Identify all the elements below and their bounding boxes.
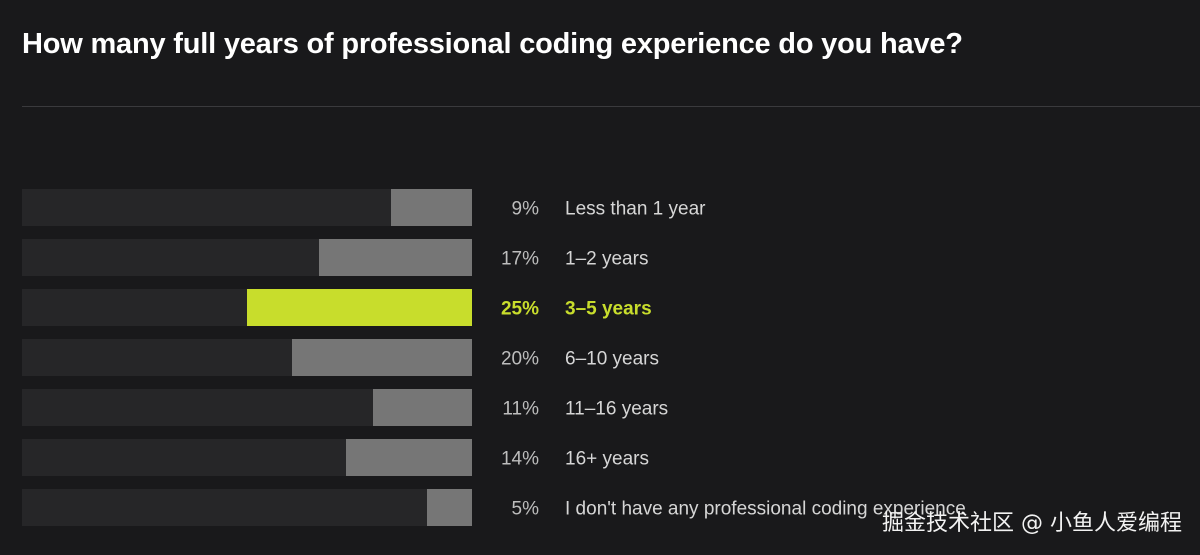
bar-track bbox=[22, 489, 472, 526]
bar bbox=[247, 289, 472, 326]
value-label: 14% bbox=[501, 449, 539, 470]
category-label: 6–10 years bbox=[565, 349, 659, 370]
category-label: 16+ years bbox=[565, 449, 649, 470]
category-label: 1–2 years bbox=[565, 249, 648, 270]
category-label: Less than 1 year bbox=[565, 199, 706, 220]
chart-title: How many full years of professional codi… bbox=[22, 28, 963, 60]
value-label: 25% bbox=[501, 299, 539, 320]
bar bbox=[391, 189, 472, 226]
value-label: 20% bbox=[501, 349, 539, 370]
value-label: 11% bbox=[502, 399, 539, 420]
value-label: 17% bbox=[501, 249, 539, 270]
bar bbox=[427, 489, 472, 526]
watermark: 掘金技术社区 @ 小鱼人爱编程 bbox=[882, 511, 1182, 536]
bar bbox=[319, 239, 472, 276]
title-divider bbox=[22, 106, 1200, 107]
category-label: I don't have any professional coding exp… bbox=[565, 499, 966, 520]
category-label: 11–16 years bbox=[565, 399, 668, 420]
category-label: 3–5 years bbox=[565, 299, 652, 320]
bar bbox=[373, 389, 472, 426]
value-label: 5% bbox=[512, 499, 540, 520]
bar bbox=[346, 439, 472, 476]
bar bbox=[292, 339, 472, 376]
value-label: 9% bbox=[512, 199, 540, 220]
